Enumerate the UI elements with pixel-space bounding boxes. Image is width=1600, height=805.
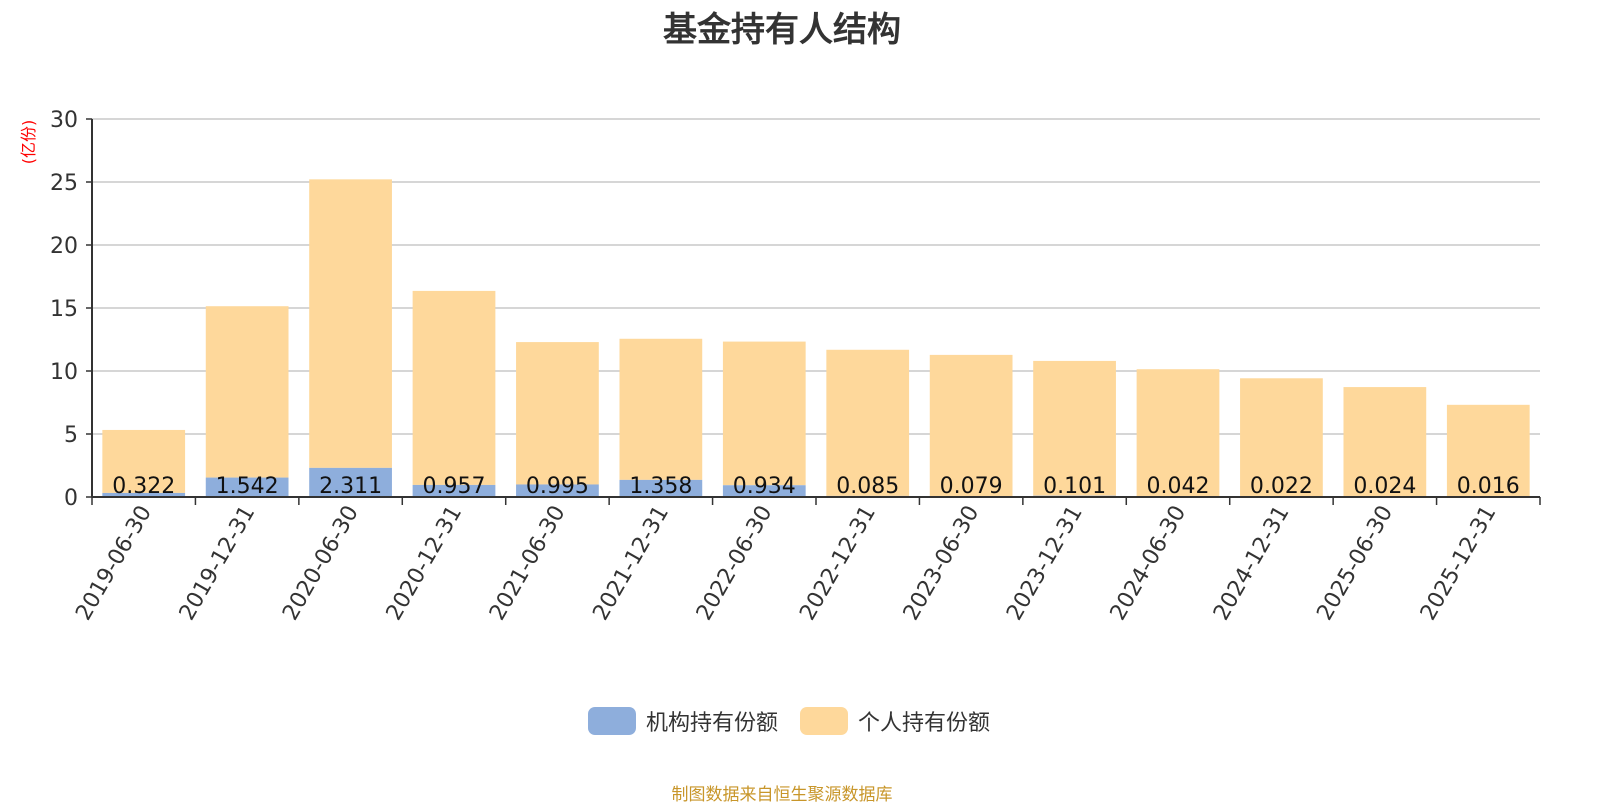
x-tick-label: 2024-12-31: [1209, 502, 1295, 625]
y-tick-label: 20: [50, 234, 78, 259]
bar-individual[interactable]: [619, 339, 702, 480]
data-label-institutional: 0.085: [836, 474, 899, 499]
x-tick-label: 2024-06-30: [1106, 502, 1192, 625]
x-tick-label: 2019-06-30: [71, 502, 157, 625]
data-label-institutional: 0.079: [940, 474, 1003, 499]
y-tick-label: 30: [50, 108, 78, 133]
x-tick-label: 2023-12-31: [1002, 502, 1088, 625]
data-label-institutional: 0.024: [1353, 474, 1416, 499]
bar-individual[interactable]: [413, 291, 496, 485]
legend-swatch-individual: [800, 707, 848, 735]
x-tick-label: 2025-06-30: [1312, 502, 1398, 625]
data-label-institutional: 0.042: [1147, 474, 1210, 499]
data-label-institutional: 0.934: [733, 474, 796, 499]
legend-swatch-institutional: [588, 707, 636, 735]
y-tick-label: 0: [64, 486, 78, 511]
data-label-institutional: 2.311: [319, 474, 382, 499]
data-label-institutional: 1.358: [629, 474, 692, 499]
x-tick-label: 2022-06-30: [692, 502, 778, 625]
legend-item-individual[interactable]: 个人持有份额: [800, 705, 990, 737]
x-tick-label: 2021-12-31: [588, 502, 674, 625]
data-label-institutional: 0.022: [1250, 474, 1313, 499]
stacked-bar-chart: 0.322 1.542 2.311 0.957 0.995 1.358 0.934 0.085…: [0, 0, 1600, 780]
data-label-institutional: 0.957: [423, 474, 486, 499]
legend-label-institutional: 机构持有份额: [646, 705, 778, 737]
bar-individual[interactable]: [516, 342, 599, 484]
data-label-institutional: 0.016: [1457, 474, 1520, 499]
data-label-institutional: 0.101: [1043, 474, 1106, 499]
y-tick-label: 5: [64, 423, 78, 448]
y-tick-label: 10: [50, 360, 78, 385]
y-tick-label: 15: [50, 297, 78, 322]
x-tick-label: 2021-06-30: [485, 502, 571, 625]
x-tick-label: 2023-06-30: [899, 502, 985, 625]
legend: 机构持有份额 个人持有份额: [588, 705, 1002, 737]
y-axis-label: (亿份): [19, 120, 38, 165]
data-label-institutional: 0.995: [526, 474, 589, 499]
data-source-note: 制图数据来自恒生聚源数据库: [0, 780, 1564, 805]
x-tick-label: 2022-12-31: [795, 502, 881, 625]
bar-individual[interactable]: [723, 342, 806, 486]
bars: 0.322 1.542 2.311 0.957 0.995 1.358 0.934 0.085…: [102, 179, 1529, 499]
bar-individual[interactable]: [309, 179, 392, 468]
x-tick-label: 2019-12-31: [175, 502, 261, 625]
data-label-institutional: 1.542: [216, 474, 279, 499]
bar-individual[interactable]: [206, 306, 289, 477]
x-tick-label: 2020-06-30: [278, 502, 364, 625]
y-tick-label: 25: [50, 171, 78, 196]
legend-item-institutional[interactable]: 机构持有份额: [588, 705, 778, 737]
x-tick-label: 2020-12-31: [382, 502, 468, 625]
legend-label-individual: 个人持有份额: [858, 705, 990, 737]
x-tick-label: 2025-12-31: [1416, 502, 1502, 625]
data-label-institutional: 0.322: [112, 474, 175, 499]
